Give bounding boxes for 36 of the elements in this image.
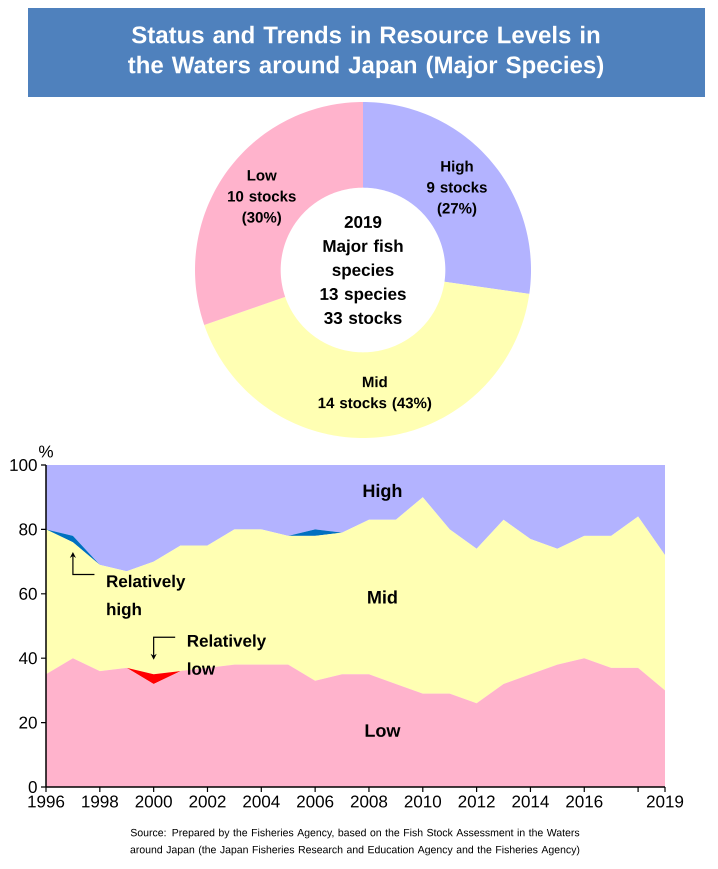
x-tick-label: 2004 [243,796,280,808]
x-tick-label: 2019 [646,796,684,808]
text: 2019 [344,216,382,228]
series-label: Mid [368,590,397,604]
chart-title: Status and Trends in Resource Levels in the Waters around Japan (Major Species) [128,26,604,78]
x-tick-label: 2010 [404,796,442,808]
x-tick-label: 2000 [136,796,172,808]
data-label: 14 stocks (43%) [318,397,432,412]
x-tick-label: 2008 [350,796,388,808]
data-label: 9 stocks (27%) [427,182,487,217]
x-tick-label: 1998 [82,796,118,808]
text: Major fish species [324,240,403,280]
series-label: Relatively low [188,634,266,675]
y-tick-label: 20 [19,716,37,729]
y-axis-title: % [39,446,53,458]
slice-label: High [441,160,473,175]
x-tick-label: 2002 [189,796,226,808]
series-label: Relatively high [107,574,186,619]
slice-label: Mid [362,376,387,388]
x-tick-label: 1996 [28,796,64,808]
y-tick-label: 100 [10,458,37,472]
x-tick-label: 2012 [458,796,495,808]
series-label: Low [366,724,400,737]
data-label: 10 stocks (30%) [228,190,296,226]
x-tick-label: 2014 [512,796,549,808]
y-tick-label: 40 [18,652,37,664]
y-tick-label: 0 [28,780,37,794]
x-tick-label: 2006 [297,796,334,808]
y-tick-label: 60 [19,588,37,600]
slice-label: Low [248,170,277,181]
text: 33 stocks [324,312,402,324]
source-note: Source: Prepared by the Fisheries Agency, based on the Fish Stock Assessment in the Waters around Japan (the Japan Fisheries Research and Education Agency and the Fisheries Agency) [130,828,580,856]
text: 13 species [320,288,406,304]
series-label: High [364,484,402,501]
x-tick-label: 2016 [566,796,602,808]
y-tick-label: 80 [19,523,37,536]
